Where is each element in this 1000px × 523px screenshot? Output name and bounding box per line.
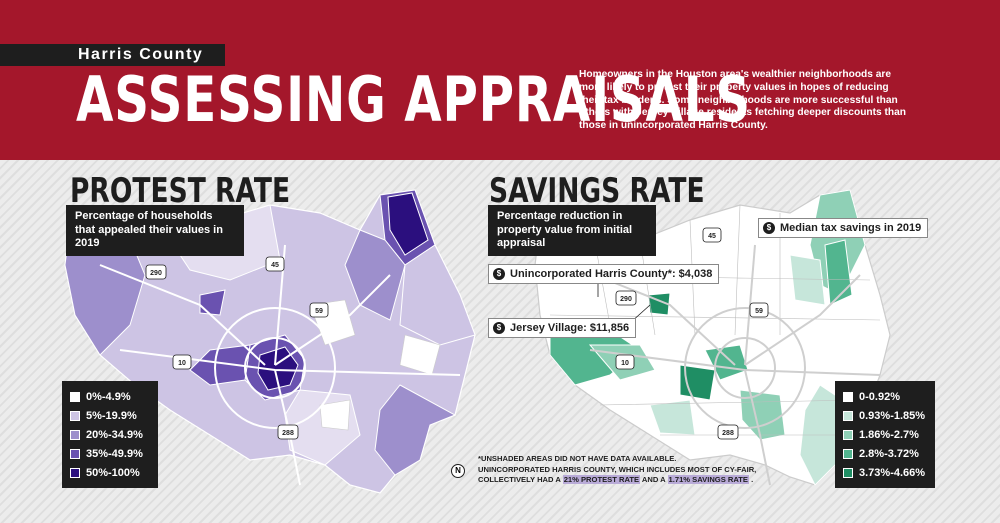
footnote-text: . [751,475,754,484]
svg-text:290: 290 [620,296,632,303]
legend-item: 20%-34.9% [70,425,150,444]
legend-label: 2.8%-3.72% [859,447,919,460]
legend-label: 1.86%-2.7% [859,428,919,441]
legend-swatch [843,448,853,459]
legend-swatch [843,429,853,440]
callout-median-savings: $ Median tax savings in 2019 [758,218,929,238]
coin-icon: $ [493,268,505,280]
protest-rate-title: PROTEST RATE [70,171,291,211]
region-east [344,229,406,321]
footnote-line-1: *UNSHADED AREAS DID NOT HAVE DATA AVAILA… [478,454,677,463]
legend-label: 50%-100% [86,466,140,479]
svg-text:45: 45 [708,233,716,240]
legend-item: 50%-100% [70,463,150,482]
footnote-text: AND A [641,475,666,484]
legend-swatch [70,448,80,459]
legend-label: 3.73%-4.66% [859,466,926,479]
highway-shield-10: 10 [172,354,192,370]
highway-shield-45: 45 [265,256,285,272]
legend-label: 20%-34.9% [86,428,143,441]
legend-label: 35%-49.9% [86,447,143,460]
savings-rate-subtitle: Percentage reduction in property value f… [488,205,656,256]
kicker-label: Harris County [0,44,225,66]
legend-item: 0-0.92% [843,387,927,406]
region-nw-pocket [199,289,226,316]
legend-swatch [843,391,853,402]
main-title: ASSESSING APPRAISALS [76,63,751,136]
legend-swatch [70,391,80,402]
callout-unincorporated-label: Unincorporated Harris County*: $4,038 [510,268,713,280]
highway-shield-59: 59 [309,302,329,318]
savings-rate-map: 290 45 59 10 288 [534,189,891,486]
highway-shield-45: 45 [702,227,722,243]
legend-label: 0%-4.9% [86,390,131,403]
legend-item: 5%-19.9% [70,406,150,425]
legend-item: 3.73%-4.66% [843,463,927,482]
legend-label: 0.93%-1.85% [859,409,926,422]
footnote-text: COLLECTIVELY HAD A [478,475,561,484]
highway-shield-288: 288 [717,424,739,440]
region-far-east [399,244,476,346]
highway-shield-10: 10 [615,354,635,370]
highway-shield-290: 290 [615,290,637,306]
coin-icon: $ [763,222,775,234]
savings-rate-highlight: 1.71% SAVINGS RATE [667,475,749,484]
legend-item: 0.93%-1.85% [843,406,927,425]
callout-median-label: Median tax savings in 2019 [780,222,922,234]
coin-icon: $ [493,322,505,334]
header-banner: Harris County ASSESSING APPRAISALS Homeo… [0,0,1000,160]
svg-text:10: 10 [178,360,186,367]
legend-swatch [843,467,853,478]
callout-jersey-village: $ Jersey Village: $11,856 [488,318,637,338]
legend-swatch [70,467,80,478]
region-kingwood [387,192,429,256]
footnote: *UNSHADED AREAS DID NOT HAVE DATA AVAILA… [478,454,778,486]
legend-label: 5%-19.9% [86,409,137,422]
region-bay [374,384,457,476]
legend-swatch [843,410,853,421]
svg-text:288: 288 [282,430,294,437]
highway-shield-288: 288 [277,424,299,440]
region-white-2 [319,399,351,431]
footnote-line-3: COLLECTIVELY HAD A 21% PROTEST RATE AND … [478,475,778,486]
svg-text:10: 10 [621,360,629,367]
protest-rate-subtitle: Percentage of households that appealed t… [66,205,244,256]
highway-shield-59: 59 [749,302,769,318]
svg-text:59: 59 [315,308,323,315]
svg-text:45: 45 [271,262,279,269]
callout-jersey-label: Jersey Village: $11,856 [510,322,630,334]
savings-rate-title: SAVINGS RATE [489,171,705,211]
svg-text:59: 59 [755,308,763,315]
north-arrow-icon: N [451,464,465,478]
savings-rate-legend: 0-0.92% 0.93%-1.85% 1.86%-2.7% 2.8%-3.72… [835,381,935,488]
legend-item: 2.8%-3.72% [843,444,927,463]
legend-item: 1.86%-2.7% [843,425,927,444]
intro-text: Homeowners in the Houston area's wealthi… [579,69,907,132]
protest-rate-legend: 0%-4.9% 5%-19.9% 20%-34.9% 35%-49.9% 50%… [62,381,158,488]
freeways [99,244,461,486]
svg-text:290: 290 [150,270,162,277]
region-core [257,346,299,391]
svg-text:288: 288 [722,430,734,437]
highway-shield-290: 290 [145,264,167,280]
footnote-line-2: UNINCORPORATED HARRIS COUNTY, WHICH INCL… [478,464,757,474]
callout-unincorporated: $ Unincorporated Harris County*: $4,038 [488,264,720,284]
legend-item: 35%-49.9% [70,444,150,463]
legend-item: 0%-4.9% [70,387,150,406]
legend-label: 0-0.92% [859,390,900,403]
legend-swatch [70,429,80,440]
region-green-east [789,254,826,306]
protest-rate-highlight: 21% PROTEST RATE [562,475,641,484]
legend-swatch [70,410,80,421]
